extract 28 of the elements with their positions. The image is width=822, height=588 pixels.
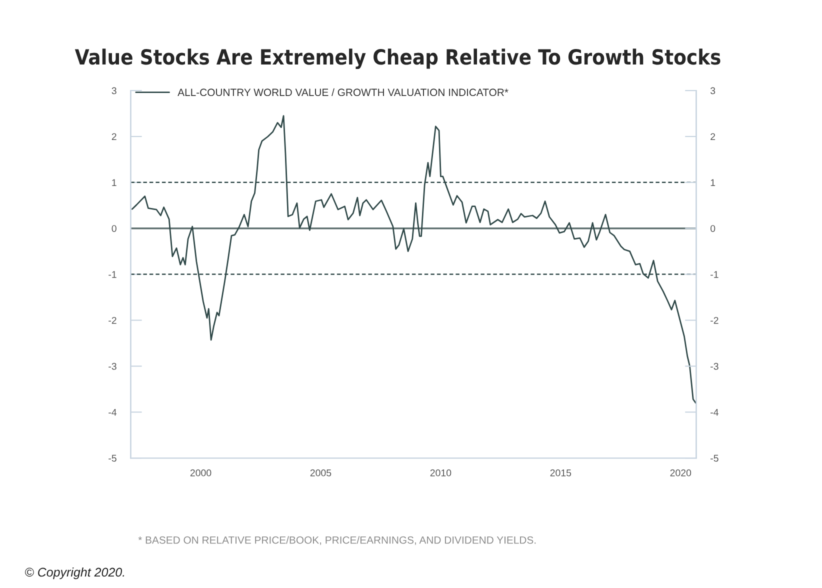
- y2-tick-label: 2: [710, 133, 716, 140]
- x-tick-label: 2015: [550, 469, 572, 476]
- y-tick-label: -4: [108, 408, 117, 416]
- y2-tick-label: -4: [710, 408, 718, 416]
- y2-tick-label: -2: [710, 316, 718, 324]
- y-tick-label: 0: [112, 225, 116, 232]
- y2-tick-label: 3: [710, 87, 716, 94]
- y2-tick-label: -1: [710, 271, 718, 278]
- text: * BASED ON RELATIVE PRICE/BOOK, PRICE/EARNINGS, AND DIVIDEND YIELDS.: [138, 536, 536, 545]
- y-tick-label: -5: [108, 454, 116, 462]
- x-tick-label: 2020: [670, 469, 692, 476]
- y-tick-label: 2: [112, 133, 116, 140]
- y2-tick-label: 1: [710, 179, 716, 186]
- y-tick-label: -2: [108, 316, 116, 324]
- chart-title: Value Stocks Are Extremely Cheap Relative To Growth Stocks: [74, 48, 720, 69]
- x-tick-label: 2005: [310, 469, 332, 476]
- line-series: [131, 115, 696, 404]
- y2-tick-label: -3: [710, 362, 718, 370]
- y2-tick-label: 0: [710, 225, 716, 232]
- x-tick-label: 2000: [190, 469, 212, 476]
- y2-tick-label: -5: [710, 454, 718, 462]
- y-tick-label: 3: [112, 87, 116, 94]
- legend-label: ALL-COUNTRY WORLD VALUE / GROWTH VALUATION INDICATOR*: [178, 88, 508, 96]
- y-tick-label: -3: [108, 362, 116, 370]
- y-tick-label: -1: [108, 271, 116, 278]
- text: © Copyright 2020.: [25, 567, 124, 580]
- y-tick-label: 1: [112, 179, 116, 186]
- x-tick-label: 2010: [430, 469, 452, 476]
